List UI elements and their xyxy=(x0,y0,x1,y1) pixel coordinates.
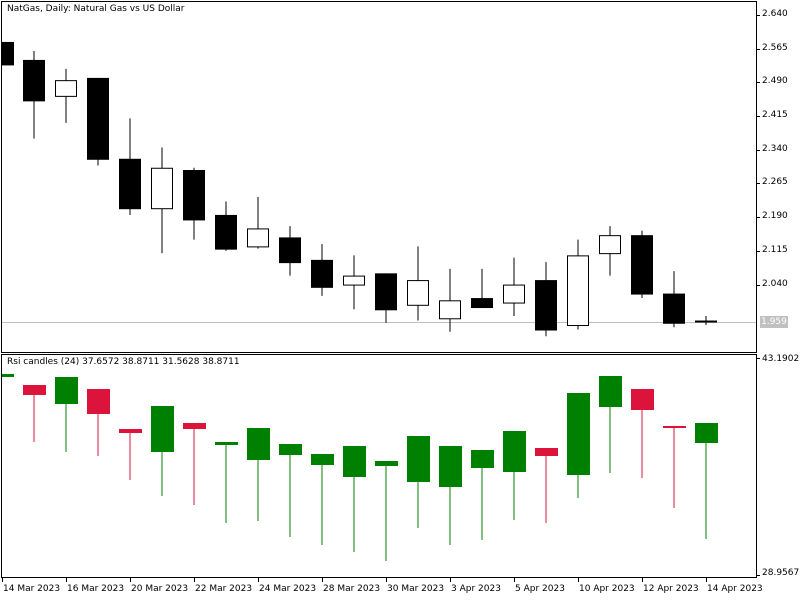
time-axis-tick xyxy=(322,577,323,582)
time-axis-label: 5 Apr 2023 xyxy=(515,584,565,594)
rsi-candle xyxy=(183,423,206,505)
price-candle xyxy=(151,147,173,254)
price-axis-tick xyxy=(756,15,760,16)
rsi-axis-tick-min xyxy=(756,575,760,576)
price-candle xyxy=(247,196,269,249)
rsi-candle xyxy=(279,444,302,537)
price-candle xyxy=(407,246,429,321)
chart-title: NatGas, Daily: Natural Gas vs US Dollar xyxy=(7,4,185,14)
time-axis-label: 14 Mar 2023 xyxy=(3,584,61,594)
price-candle xyxy=(663,271,685,328)
price-axis-tick xyxy=(756,116,760,118)
price-candle xyxy=(311,244,333,296)
time-axis-label: 3 Apr 2023 xyxy=(451,584,501,594)
time-axis-label: 14 Apr 2023 xyxy=(707,584,763,594)
rsi-candle xyxy=(503,431,526,520)
time-axis-tick xyxy=(514,577,515,582)
time-axis-tick xyxy=(386,577,387,582)
time-axis-tick xyxy=(258,577,259,582)
current-price-line xyxy=(2,322,756,323)
price-candle xyxy=(23,50,45,139)
price-candle xyxy=(695,316,717,326)
price-axis-label: 2.190 xyxy=(762,211,788,222)
rsi-candle xyxy=(663,426,686,508)
price-axis-tick xyxy=(756,183,760,185)
price-axis-label: 2.040 xyxy=(762,278,788,289)
rsi-candle xyxy=(407,436,430,528)
rsi-candle xyxy=(55,377,78,452)
rsi-candle xyxy=(311,454,334,545)
price-candle xyxy=(471,268,493,309)
price-candle xyxy=(503,257,525,317)
rsi-candle xyxy=(119,429,142,480)
time-axis-label: 12 Apr 2023 xyxy=(643,584,699,594)
time-axis-tick xyxy=(642,577,643,582)
rsi-candle xyxy=(151,406,174,496)
rsi-candle xyxy=(631,389,654,478)
price-axis-label: 2.565 xyxy=(762,42,788,53)
time-axis-label: 22 Mar 2023 xyxy=(195,584,253,594)
rsi-candle xyxy=(471,450,494,540)
time-axis-label: 16 Mar 2023 xyxy=(67,584,125,594)
price-axis-tick xyxy=(756,217,760,219)
price-candle xyxy=(279,226,301,276)
price-candle xyxy=(343,255,365,310)
rsi-axis-min-label: 28.9567 xyxy=(762,568,800,578)
price-candle xyxy=(1,41,14,66)
price-candle xyxy=(55,68,77,123)
price-axis-label: 2.340 xyxy=(762,143,788,154)
time-axis-label: 30 Mar 2023 xyxy=(387,584,445,594)
time-axis-tick xyxy=(130,577,131,582)
price-axis-label: 2.115 xyxy=(762,244,788,255)
price-axis-label: 2.415 xyxy=(762,110,788,121)
price-axis-tick xyxy=(756,149,760,151)
rsi-candle xyxy=(343,446,366,552)
price-axis-tick xyxy=(756,284,760,286)
price-candle xyxy=(119,118,141,215)
rsi-candle xyxy=(247,428,270,521)
price-candle xyxy=(567,239,589,330)
price-candle xyxy=(375,273,397,323)
price-candle xyxy=(631,230,653,299)
price-axis-label: 2.265 xyxy=(762,177,788,188)
time-axis-tick xyxy=(194,577,195,582)
rsi-candle xyxy=(695,423,718,539)
time-axis-label: 10 Apr 2023 xyxy=(579,584,635,594)
rsi-axis-max-label: 43.1902 xyxy=(762,354,800,364)
price-candle xyxy=(215,201,237,251)
rsi-candle xyxy=(535,448,558,523)
price-candle xyxy=(535,262,557,337)
rsi-candle xyxy=(375,461,398,561)
rsi-candle xyxy=(567,393,590,498)
indicator-title: Rsi candles (24) 37.6572 38.8711 31.5628… xyxy=(7,357,240,367)
time-axis-tick xyxy=(2,577,3,582)
price-axis-label: 2.490 xyxy=(762,76,788,87)
current-price-badge: 1.959 xyxy=(760,316,788,328)
time-axis-label: 24 Mar 2023 xyxy=(259,584,317,594)
price-axis-tick xyxy=(756,48,760,50)
price-axis-label: 2.640 xyxy=(762,9,788,19)
rsi-candle xyxy=(439,446,462,545)
time-axis-tick xyxy=(706,577,707,582)
price-candle xyxy=(183,167,205,240)
rsi-axis-tick-max xyxy=(756,358,760,359)
price-candle xyxy=(439,268,461,332)
price-candle xyxy=(87,77,109,166)
time-axis-tick xyxy=(66,577,67,582)
rsi-candle xyxy=(215,442,238,523)
rsi-candle xyxy=(87,389,110,456)
rsi-candle xyxy=(23,385,46,442)
rsi-candle xyxy=(599,376,622,473)
time-axis-label: 20 Mar 2023 xyxy=(131,584,189,594)
time-axis-label: 28 Mar 2023 xyxy=(323,584,381,594)
price-candle xyxy=(599,226,621,276)
rsi-candle xyxy=(2,374,14,377)
time-axis-tick xyxy=(578,577,579,582)
time-axis-tick xyxy=(450,577,451,582)
price-axis-tick xyxy=(756,250,760,252)
price-axis-tick xyxy=(756,82,760,84)
